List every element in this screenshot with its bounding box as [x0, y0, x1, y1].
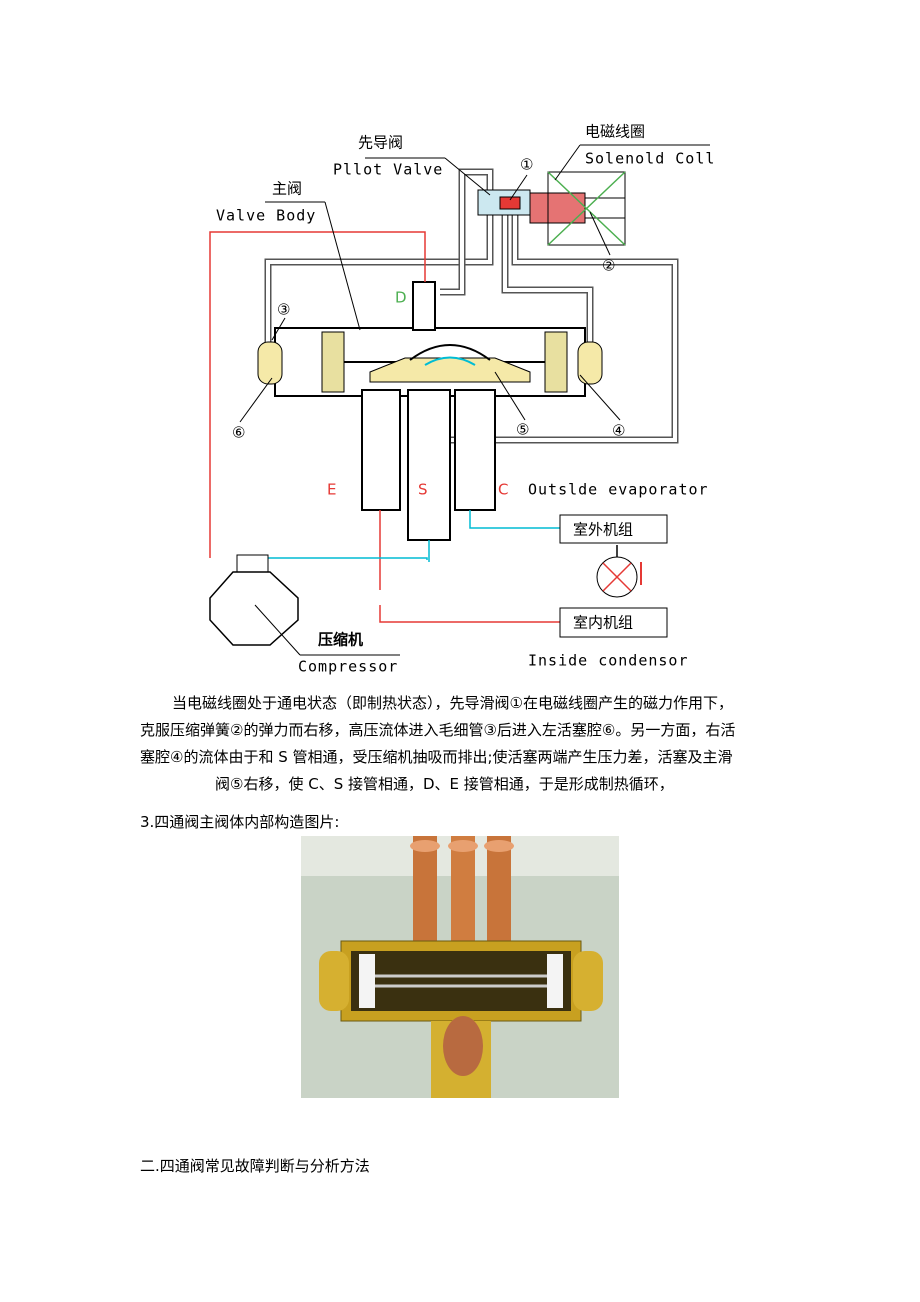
compressor	[209, 554, 400, 656]
port-label: E	[327, 481, 336, 499]
label: 主阀	[272, 180, 302, 198]
label: Inside condensor	[528, 652, 689, 670]
box-label: 室内机组	[573, 614, 633, 632]
port-label: C	[498, 481, 508, 499]
capillary-tubes	[264, 168, 679, 444]
marker: ①	[520, 156, 533, 174]
box-label: 室外机组	[573, 521, 633, 539]
valve-diagram: 先导阀 Pllot Valve 电磁线圈 Solenold Coll 主阀 Va…	[209, 123, 715, 676]
label: 电磁线圈	[585, 123, 645, 141]
pipes	[361, 389, 496, 541]
label: Pllot Valve	[333, 161, 443, 179]
marker: ⑤	[516, 421, 529, 439]
label: Compressor	[298, 658, 398, 676]
marker: ③	[277, 301, 290, 319]
port-label: S	[418, 481, 428, 499]
leader-lines	[239, 144, 710, 423]
section-heading: 二.四通阀常见故障判断与分析方法	[140, 1157, 370, 1175]
marker: ④	[612, 422, 625, 440]
main-valve-body	[257, 281, 603, 397]
paragraph-line: 克服压缩弹簧②的弹力而右移，高压流体进入毛细管③后进入左活塞腔⑥。另一方面，右活	[140, 721, 736, 739]
port-label: D	[395, 289, 407, 307]
paragraph-line: 塞腔④的流体由于和 S 管相通，受压缩机抽吸而排出;使活塞两端产生压力差，活塞及…	[140, 748, 733, 766]
label: Valve Body	[216, 207, 316, 225]
label: 先导阀	[358, 134, 403, 152]
paragraph-line: 阀⑤右移，使 C、S 接管相通，D、E 接管相通，于是形成制热循环，	[215, 775, 674, 793]
paragraph-line: 当电磁线圈处于通电状态（即制热状态），先导滑阀①在电磁线圈产生的磁力作用下，	[172, 694, 733, 712]
marker: ②	[602, 257, 615, 275]
label: Outslde evaporator	[528, 481, 709, 499]
indoor-unit-box	[559, 607, 668, 638]
label: Solenold Coll	[585, 150, 715, 168]
outdoor-unit-box	[559, 514, 668, 544]
marker: ⑥	[232, 424, 245, 442]
label: 压缩机	[318, 631, 363, 649]
pilot-valve	[477, 171, 626, 246]
section-caption: 3.四通阀主阀体内部构造图片:	[140, 813, 340, 831]
expansion-cross	[602, 562, 632, 592]
valve-photo	[301, 836, 619, 1098]
flow-lines	[209, 231, 642, 623]
